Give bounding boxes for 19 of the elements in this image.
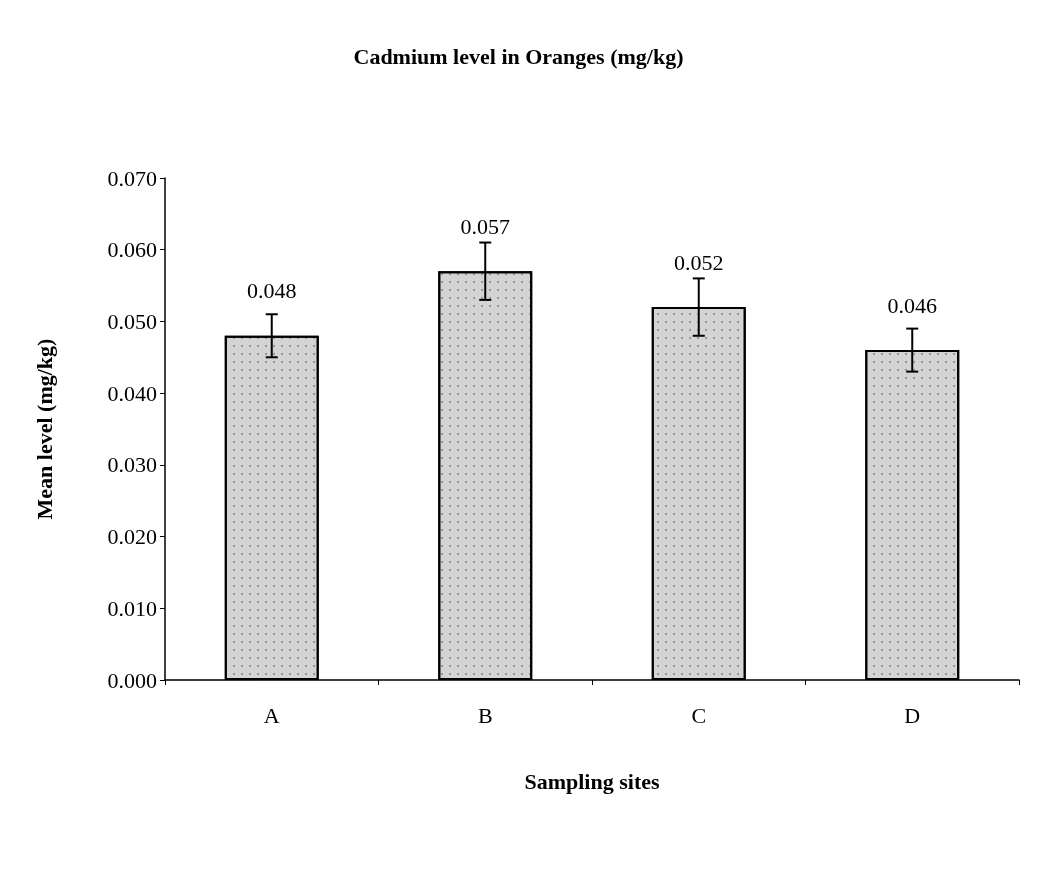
y-tick-label: 0.020	[107, 524, 157, 550]
y-tick-label: 0.030	[107, 452, 157, 478]
y-tick-label: 0.050	[107, 308, 157, 334]
y-axis-title: Mean level (mg/kg)	[31, 338, 57, 520]
x-tick-label: C	[691, 702, 707, 728]
y-tick-label: 0.000	[107, 667, 157, 693]
data-label: 0.048	[247, 278, 297, 304]
x-tick-label: A	[263, 702, 280, 728]
y-tick-label: 0.010	[107, 595, 157, 621]
x-tick-label: D	[904, 702, 921, 728]
y-tick-label: 0.070	[107, 165, 157, 191]
y-tick-label: 0.060	[107, 237, 157, 263]
x-axis-title: Sampling sites	[524, 768, 660, 794]
data-label: 0.046	[887, 292, 937, 318]
chart-title: Cadmium level in Oranges (mg/kg)	[353, 43, 684, 69]
y-tick-label: 0.040	[107, 380, 157, 406]
data-label: 0.052	[674, 249, 724, 275]
x-tick-label: B	[477, 702, 493, 728]
data-label: 0.057	[460, 213, 510, 239]
